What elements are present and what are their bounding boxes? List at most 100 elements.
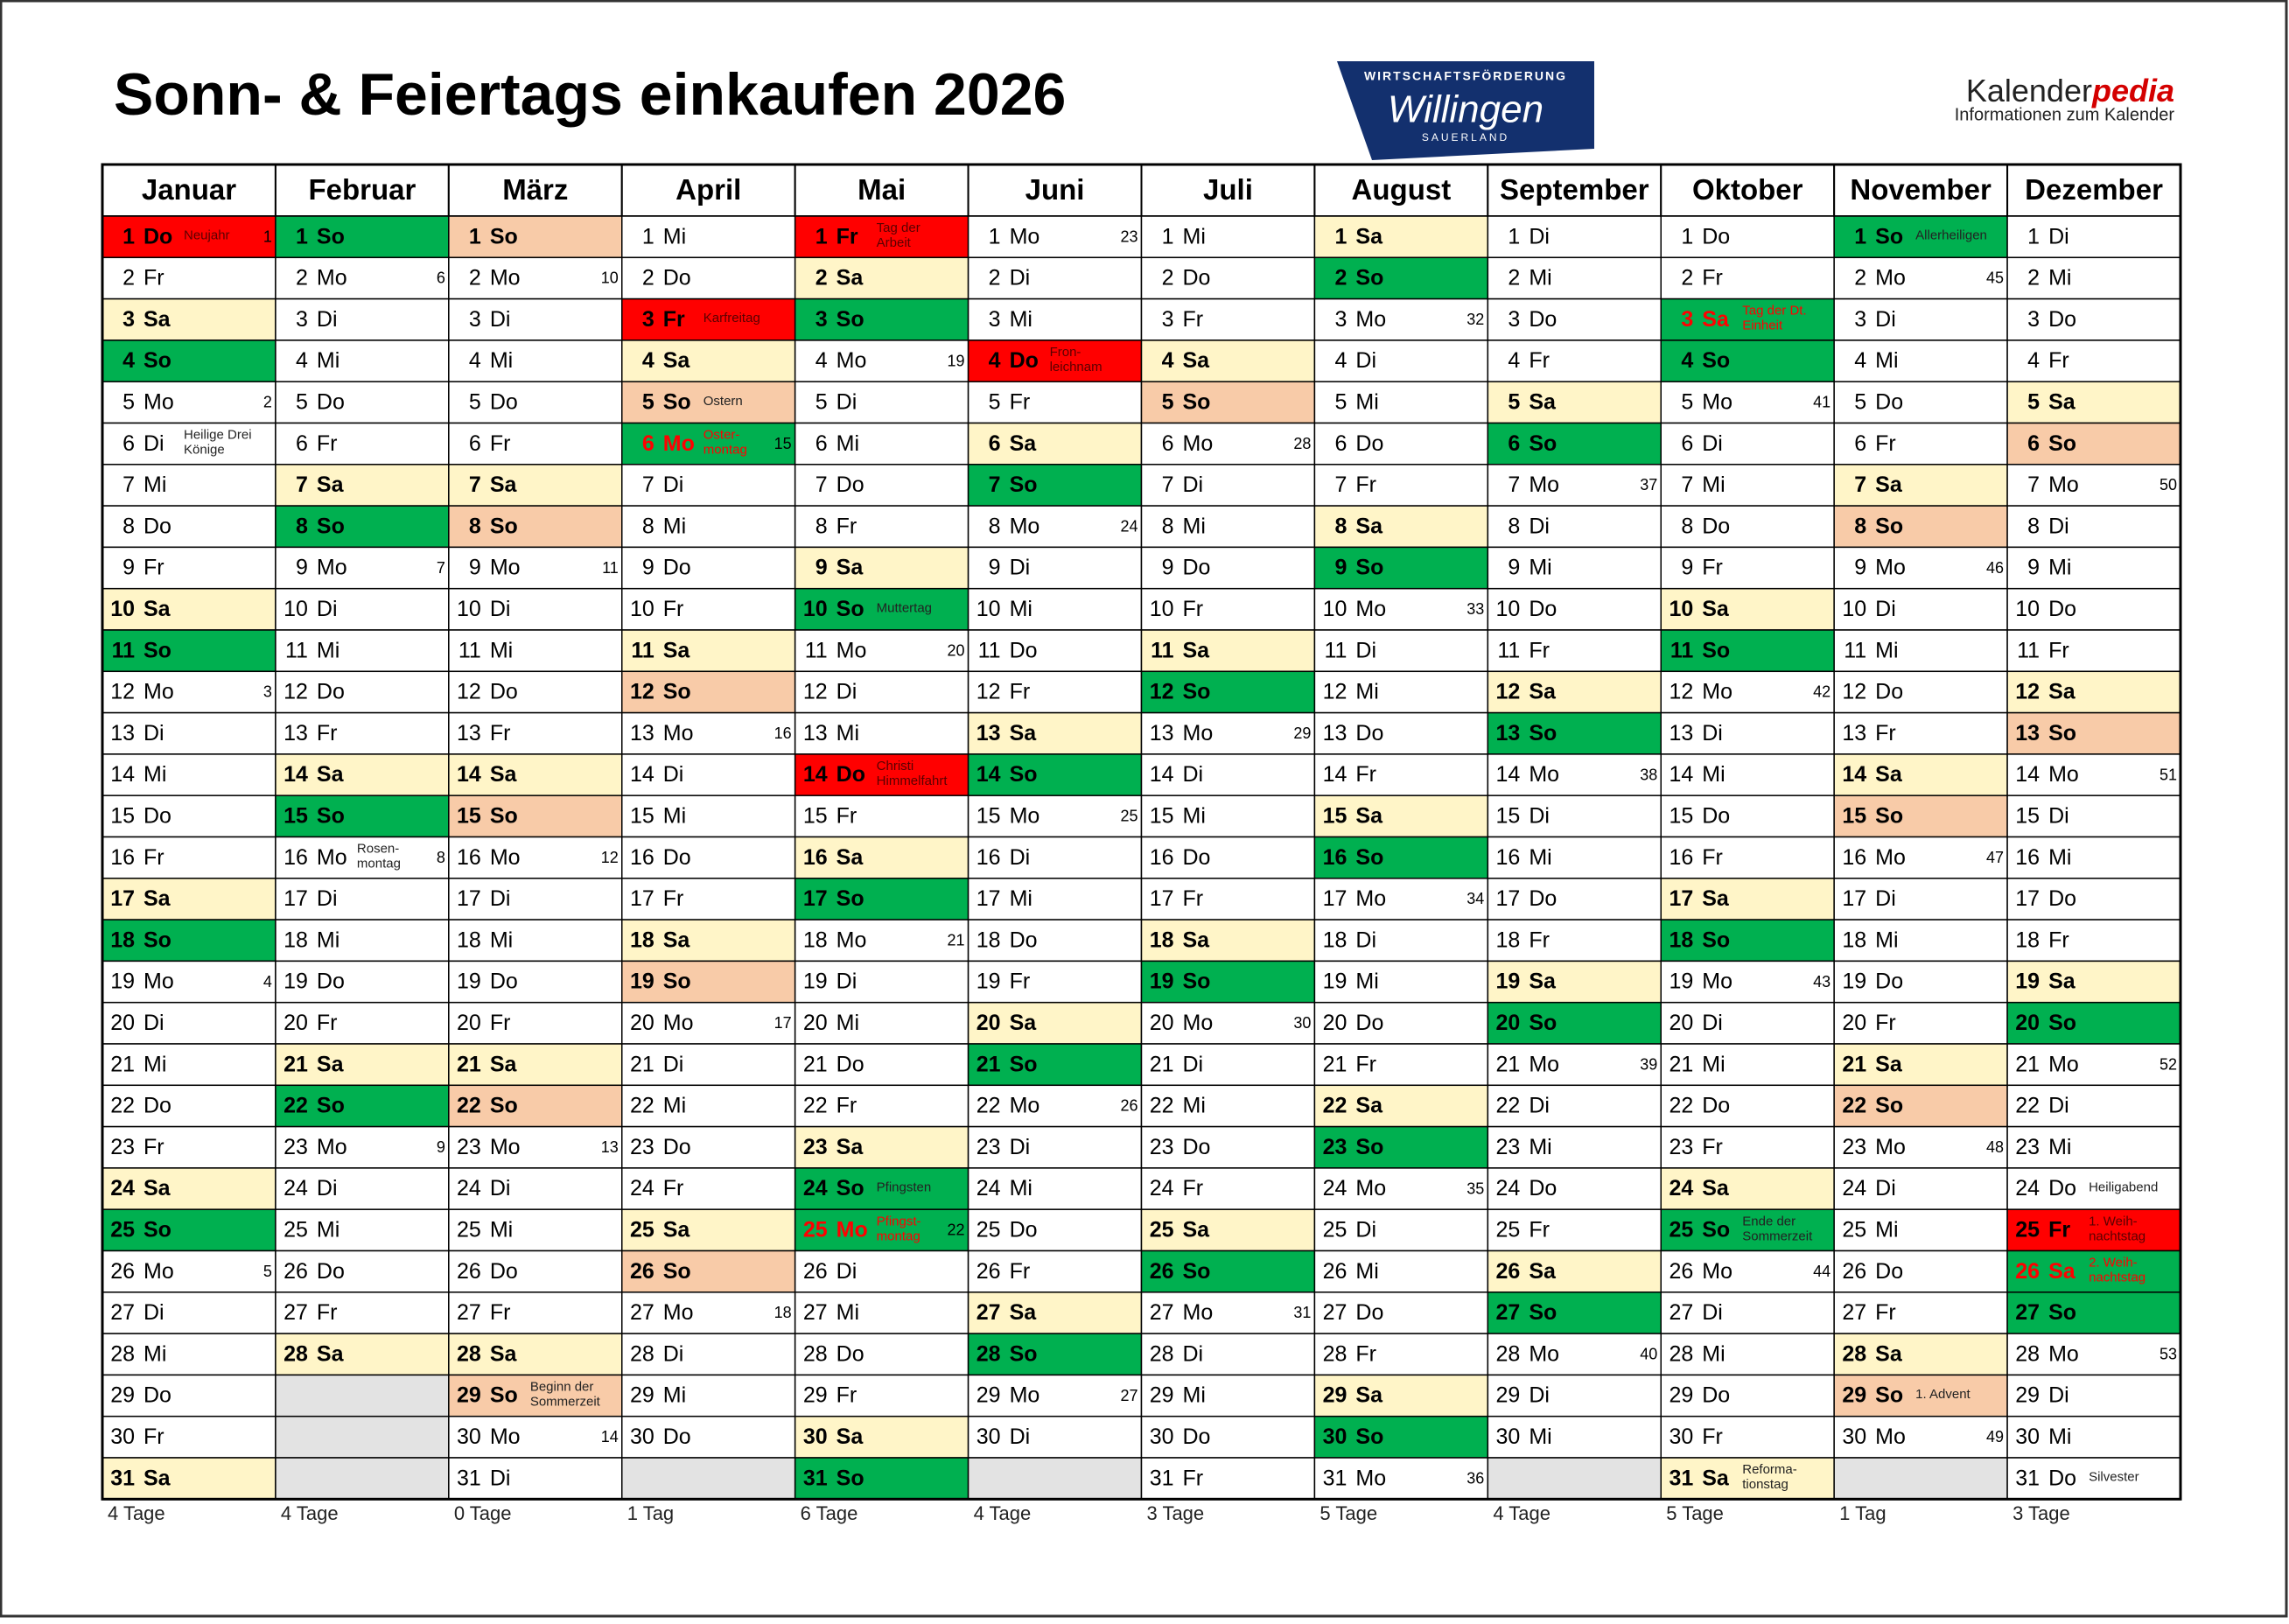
day-cell: 20 Mo 30 — [1140, 1001, 1316, 1045]
weekday: Do — [663, 1424, 691, 1449]
day-cell-bg — [1660, 711, 1835, 755]
weekday: Do — [1875, 389, 1903, 414]
day-number: 4 — [642, 348, 654, 373]
day-number: 20 — [1323, 1011, 1348, 1035]
day-cell: 10 Sa — [102, 587, 276, 631]
holiday-note: Tag der Dt. — [1742, 304, 1806, 318]
day-number: 5 — [816, 389, 828, 414]
day-cell-bg — [794, 1333, 970, 1376]
day-cell-bg — [967, 340, 1143, 382]
weekday: Sa — [144, 1176, 172, 1200]
day-cell: 7 Di — [1140, 464, 1316, 507]
weekday: Sa — [144, 307, 172, 332]
day-cell-bg — [1660, 215, 1835, 259]
weekday: Mo — [663, 1011, 694, 1035]
day-number: 18 — [1323, 928, 1348, 952]
day-number: 20 — [457, 1011, 481, 1035]
day-cell: 11 So — [1660, 629, 1835, 673]
weekday: Fr — [836, 1383, 858, 1408]
day-cell: 20 Di — [1660, 1001, 1835, 1045]
weekday: Mi — [317, 638, 340, 662]
day-cell-bg — [2006, 670, 2181, 714]
day-number: 28 — [457, 1341, 481, 1366]
holiday-note: 1. Advent — [1915, 1387, 1970, 1402]
weekday: Sa — [836, 266, 864, 290]
day-cell-bg — [1313, 256, 1489, 300]
week-number: 41 — [1813, 394, 1830, 411]
day-cell-bg — [1487, 464, 1662, 507]
month-footer: 3 Tage — [2012, 1502, 2070, 1524]
day-cell: 29 Mi — [621, 1374, 796, 1418]
day-cell-bg — [1140, 1208, 1316, 1252]
day-number: 9 — [1854, 556, 1866, 580]
day-cell-bg — [1140, 215, 1316, 259]
day-number: 7 — [1335, 472, 1348, 497]
weekday: Fr — [663, 886, 684, 911]
day-number: 15 — [110, 803, 135, 828]
day-cell-bg — [1833, 753, 2008, 796]
weekday: So — [1529, 1300, 1557, 1325]
day-cell: 13 Di — [102, 711, 276, 755]
week-number: 21 — [948, 932, 965, 949]
holiday-note: Silvester — [2089, 1470, 2139, 1485]
day-cell: 21 Mo 39 — [1487, 1043, 1662, 1087]
day-cell-bg — [1140, 381, 1316, 424]
day-number: 28 — [630, 1341, 654, 1366]
day-number: 25 — [1842, 1217, 1866, 1242]
day-number: 15 — [1669, 803, 1693, 828]
day-number: 17 — [284, 886, 308, 911]
weekday: Di — [490, 1176, 511, 1200]
day-cell: 27 So — [1487, 1292, 1662, 1334]
day-number: 24 — [1669, 1176, 1693, 1200]
weekday: Do — [317, 680, 345, 704]
day-cell: 19 Mo 4 — [102, 960, 276, 1004]
day-cell: 13 Di — [1660, 711, 1835, 755]
weekday: Sa — [1529, 1259, 1557, 1284]
day-number: 13 — [1669, 721, 1693, 746]
brand-part: Kalender — [1966, 73, 2092, 108]
day-cell: 3 Fr Karfreitag — [621, 298, 796, 341]
holiday-note: Heiligabend — [2089, 1180, 2158, 1195]
day-cell-bg — [2006, 1208, 2181, 1252]
day-number: 10 — [803, 597, 828, 621]
day-number: 8 — [1508, 514, 1520, 538]
day-cell-bg — [621, 711, 796, 755]
day-number: 3 — [296, 307, 308, 332]
holiday-note: Allerheiligen — [1915, 228, 1987, 243]
day-cell: 26 So — [621, 1250, 796, 1293]
weekday: So — [317, 514, 345, 538]
day-number: 14 — [1669, 762, 1693, 787]
weekday: Sa — [1875, 1052, 1903, 1076]
day-number: 11 — [458, 638, 481, 662]
day-number: 28 — [284, 1341, 308, 1366]
day-number: 24 — [457, 1176, 481, 1200]
day-number: 30 — [110, 1424, 135, 1449]
day-number: 14 — [1842, 762, 1866, 787]
day-cell-bg — [1487, 422, 1662, 466]
week-number: 20 — [948, 641, 965, 659]
day-number: 17 — [1496, 886, 1521, 911]
day-cell: 20 Mo 17 — [621, 1001, 796, 1045]
day-number: 15 — [1150, 803, 1174, 828]
weekday: So — [1355, 845, 1383, 870]
day-number: 8 — [1162, 514, 1174, 538]
day-cell: 4 Mi — [1833, 340, 2008, 382]
holiday-note: montag — [877, 1228, 920, 1243]
day-cell: 28 So — [967, 1333, 1143, 1376]
day-cell: 30 Sa — [794, 1415, 970, 1459]
day-cell: 23 So — [1313, 1125, 1489, 1169]
weekday: Mo — [490, 1135, 521, 1159]
weekday: Mo — [836, 928, 867, 952]
day-number: 29 — [976, 1383, 1001, 1408]
day-cell: 6 Di — [1660, 422, 1835, 466]
day-cell: 5 Sa — [2006, 381, 2181, 424]
day-number: 9 — [1508, 556, 1520, 580]
day-cell-bg — [967, 1001, 1143, 1045]
day-cell: 1 So Allerheiligen — [1833, 215, 2008, 259]
weekday: Fr — [1010, 970, 1031, 994]
weekday: Do — [144, 224, 172, 248]
weekday: Sa — [1010, 1300, 1038, 1325]
empty-cell — [621, 1457, 796, 1501]
day-number: 15 — [1323, 803, 1348, 828]
day-cell: 22 Mi — [621, 1084, 796, 1128]
